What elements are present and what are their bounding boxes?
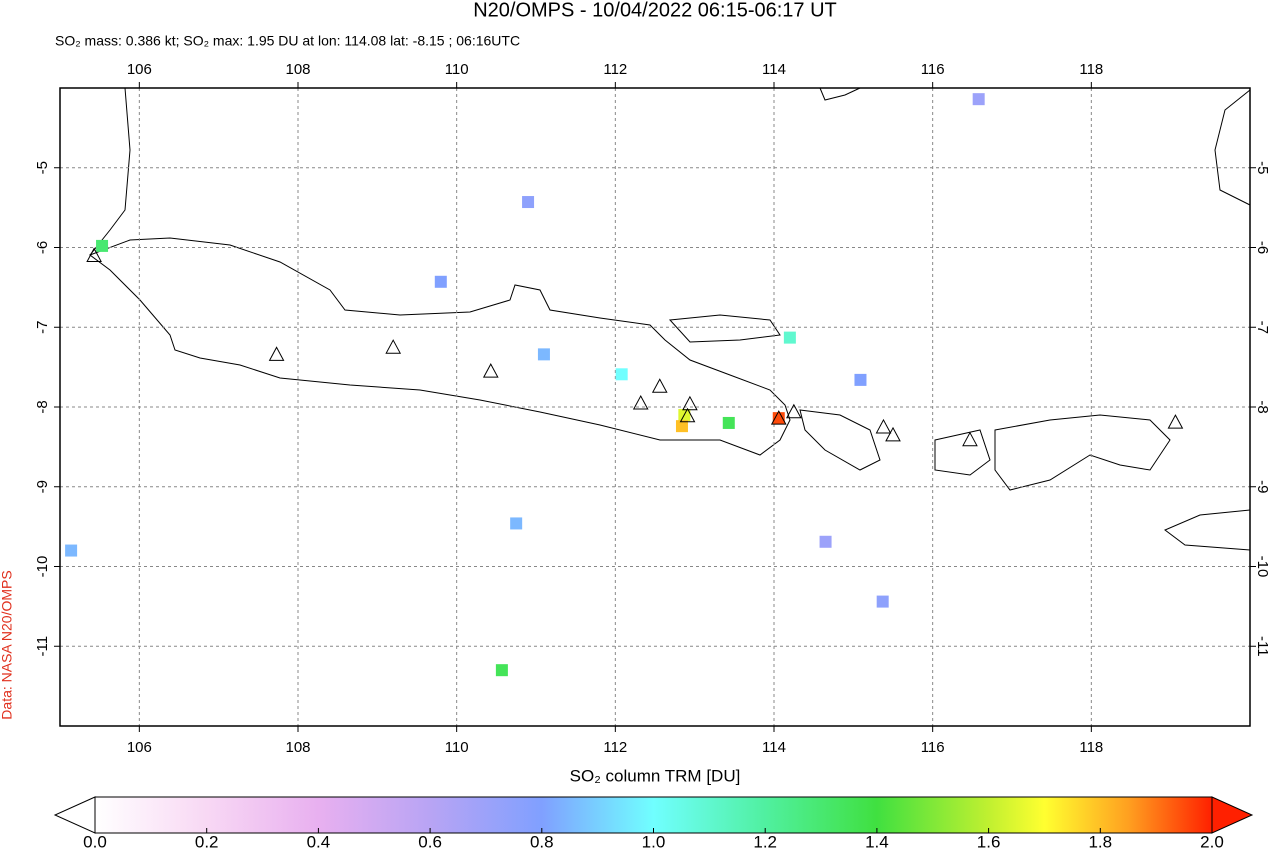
colorbar-tick-label: 0.8 (530, 832, 554, 851)
volcano (785, 403, 802, 419)
colorbar-tick-label: 1.6 (977, 832, 1001, 851)
volcano (962, 431, 978, 447)
coastline (1214, 89, 1251, 206)
x-tick-label: 116 (921, 739, 945, 756)
coastline (934, 429, 991, 476)
x-tick-label: 110 (445, 739, 469, 756)
so2-pixel (537, 348, 550, 361)
x-tick-label: 106 (127, 61, 152, 78)
volcano (268, 346, 285, 361)
x-tick-label: 108 (285, 739, 310, 756)
volcano (875, 418, 892, 434)
y-tick-label: -10 (34, 556, 51, 578)
so2-pixel (434, 275, 447, 288)
so2-pixel (722, 416, 735, 429)
coastline (819, 87, 861, 101)
coastline (89, 87, 131, 256)
map (60, 87, 1251, 726)
x-tick-label: 110 (445, 61, 469, 78)
so2-pixel (876, 595, 889, 608)
so2-pixel (510, 517, 523, 530)
y-tick-label: -8 (1254, 400, 1271, 413)
credit: Data: NASA N20/OMPS (0, 570, 15, 719)
so2-pixel (96, 239, 109, 252)
x-tick-label: 112 (603, 61, 627, 78)
volcano (482, 363, 499, 378)
coastline (799, 409, 881, 471)
colorbar-tick-label: 2.0 (1200, 832, 1224, 851)
y-tick-label: -11 (34, 636, 51, 657)
so2-pixel (675, 420, 688, 433)
volcano (770, 410, 787, 425)
so2-pixel (65, 544, 78, 557)
volcano (682, 395, 698, 411)
y-tick-label: -9 (1254, 480, 1271, 493)
x-tick-label: 114 (762, 61, 786, 78)
y-tick-label: -7 (34, 321, 51, 334)
chart-subtitle: SO₂ mass: 0.386 kt; SO₂ max: 1.95 DU at … (55, 33, 520, 49)
y-tick-label: -10 (1254, 556, 1271, 578)
volcano (1167, 414, 1184, 429)
colorbar-tick-label: 0.4 (307, 832, 331, 851)
colorbar-over (1211, 796, 1254, 834)
volcano (651, 378, 668, 393)
colorbar-under (53, 796, 96, 834)
colorbar-tick-label: 0.6 (418, 832, 442, 851)
colorbar-label: SO₂ column TRM [DU] (570, 766, 741, 785)
colorbar-tick-label: 0.2 (195, 832, 219, 851)
x-tick-label: 116 (921, 61, 945, 78)
colorbar-tick-label: 0.0 (83, 832, 107, 851)
so2-pixel (972, 93, 985, 106)
chart-title: N20/OMPS - 10/04/2022 06:15-06:17 UT (473, 0, 837, 21)
coastline (88, 237, 791, 456)
y-tick-label: -5 (1254, 161, 1271, 174)
y-tick-label: -9 (34, 480, 51, 493)
so2-pixel (854, 373, 867, 386)
x-tick-label: 118 (1079, 739, 1103, 756)
so2-pixel (615, 368, 628, 381)
volcano (885, 426, 901, 442)
volcano (679, 407, 696, 423)
so2-pixel (783, 331, 796, 344)
x-tick-label: 114 (762, 739, 786, 756)
x-tick-label: 106 (127, 739, 152, 756)
y-tick-label: -6 (1254, 241, 1271, 254)
x-tick-label: 118 (1079, 61, 1103, 78)
colorbar-tick-label: 1.0 (642, 832, 666, 851)
colorbar-tick-label: 1.4 (865, 832, 889, 851)
coastline (668, 314, 781, 343)
y-tick-label: -11 (1254, 636, 1271, 657)
volcano (632, 394, 649, 410)
colorbar-tick-label: 1.8 (1088, 832, 1112, 851)
x-tick-label: 108 (285, 61, 310, 78)
so2-pixel (772, 412, 785, 425)
y-tick-label: -7 (1254, 321, 1271, 334)
volcano (86, 247, 102, 262)
y-tick-label: -6 (34, 241, 51, 254)
y-tick-label: -5 (34, 161, 51, 174)
coastline (994, 414, 1171, 491)
coastline (1164, 509, 1251, 551)
x-tick-label: 112 (603, 739, 627, 756)
so2-pixel (495, 664, 508, 677)
colorbar (94, 796, 1213, 834)
volcano (385, 339, 402, 354)
colorbar-tick-label: 1.2 (753, 832, 777, 851)
so2-pixel (819, 535, 832, 548)
so2-pixel (522, 196, 535, 209)
y-tick-label: -8 (34, 400, 51, 413)
